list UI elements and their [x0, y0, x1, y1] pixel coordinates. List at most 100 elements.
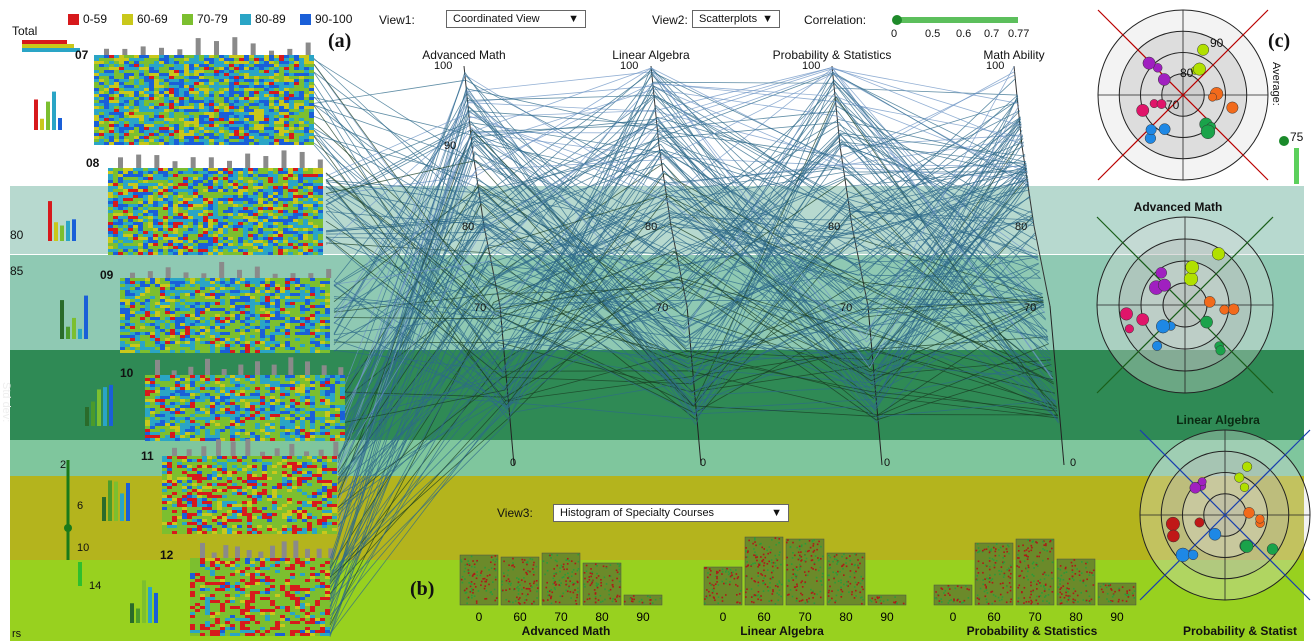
- heatmap-cell: [195, 402, 200, 405]
- heatmap-cell: [279, 106, 284, 109]
- heatmap-cell: [250, 408, 255, 411]
- heatmap-cell: [250, 429, 255, 432]
- heatmap-cell: [199, 124, 204, 127]
- heatmap-cell: [255, 350, 260, 353]
- heatmap-cell: [303, 252, 308, 255]
- heatmap-cell: [205, 290, 210, 293]
- heatmap-cell: [165, 314, 170, 317]
- heatmap-cell: [133, 180, 138, 183]
- heatmap-cell: [285, 414, 290, 417]
- heatmap-cell: [170, 332, 175, 335]
- heatmap-cell: [108, 213, 113, 216]
- heatmap-cell: [150, 320, 155, 323]
- heatmap-cell: [213, 225, 218, 228]
- heatmap-cell: [304, 103, 309, 106]
- heatmap-cell: [263, 201, 268, 204]
- heatmap-cell: [264, 76, 269, 79]
- heatmap-cell: [170, 284, 175, 287]
- heatmap-cell: [134, 100, 139, 103]
- heatmap-cell: [230, 375, 235, 378]
- heatmap-cell: [279, 136, 284, 139]
- heatmap-cell: [315, 420, 320, 423]
- heatmap-cell: [265, 435, 270, 438]
- heatmap-cell: [212, 498, 217, 501]
- heatmap-cell: [170, 338, 175, 341]
- heatmap-cell: [170, 302, 175, 305]
- heatmap-cell: [250, 423, 255, 426]
- heatmap-cell: [255, 320, 260, 323]
- heatmap-cell: [270, 317, 275, 320]
- heatmap-cell: [263, 216, 268, 219]
- heatmap-cell: [180, 293, 185, 296]
- heatmap-cell: [163, 207, 168, 210]
- heatmap-cell: [288, 234, 293, 237]
- heatmap-cell: [208, 168, 213, 171]
- heatmap-cell: [162, 513, 167, 516]
- heatmap-cell: [197, 489, 202, 492]
- heatmap-cell: [215, 350, 220, 353]
- heatmap-cell: [134, 112, 139, 115]
- heatmap-cell: [279, 61, 284, 64]
- heatmap-cell: [123, 204, 128, 207]
- heatmap-cell: [320, 432, 325, 435]
- heatmap-cell: [138, 204, 143, 207]
- heatmap-cell: [178, 171, 183, 174]
- heatmap-cell: [202, 480, 207, 483]
- heatmap-cell: [238, 198, 243, 201]
- heatmap-cell: [244, 67, 249, 70]
- heatmap-cell: [219, 121, 224, 124]
- heatmap-cell: [289, 97, 294, 100]
- heatmap-cell: [207, 474, 212, 477]
- heatmap-cell: [295, 378, 300, 381]
- heatmap-cell: [269, 109, 274, 112]
- heatmap-cell: [104, 88, 109, 91]
- heatmap-cell: [318, 204, 323, 207]
- heatmap-cell: [225, 332, 230, 335]
- heatmap-cell: [237, 483, 242, 486]
- heatmap-cell: [150, 393, 155, 396]
- heatmap-cell: [223, 252, 228, 255]
- heatmap-cell: [213, 192, 218, 195]
- heatmap-cell: [144, 97, 149, 100]
- heatmap-cell: [318, 171, 323, 174]
- heatmap-cell: [213, 180, 218, 183]
- heatmap-cell: [170, 278, 175, 281]
- heatmap-cell: [310, 390, 315, 393]
- heatmap-cell: [182, 522, 187, 525]
- heatmap-cell: [204, 76, 209, 79]
- heatmap-cell: [243, 177, 248, 180]
- heatmap-cell: [193, 201, 198, 204]
- heatmap-cell: [230, 296, 235, 299]
- heatmap-cell: [227, 495, 232, 498]
- heatmap-cell: [340, 399, 345, 402]
- heatmap-cell: [290, 408, 295, 411]
- heatmap-cell: [214, 97, 219, 100]
- heatmap-cell: [288, 225, 293, 228]
- heatmap-cell: [143, 231, 148, 234]
- heatmap-cell: [185, 390, 190, 393]
- heatmap-cell: [233, 201, 238, 204]
- heatmap-cell: [253, 180, 258, 183]
- heatmap-cell: [234, 88, 239, 91]
- heatmap-cell: [119, 109, 124, 112]
- heatmap-cell: [94, 64, 99, 67]
- heatmap-cell: [212, 462, 217, 465]
- heatmap-cell: [243, 234, 248, 237]
- heatmap-cell: [239, 85, 244, 88]
- heatmap-cell: [148, 237, 153, 240]
- heatmap-cell: [298, 192, 303, 195]
- heatmap-cell: [248, 216, 253, 219]
- heatmap-cell: [113, 198, 118, 201]
- heatmap-cell: [229, 76, 234, 79]
- heatmap-cell: [285, 320, 290, 323]
- heatmap-cell: [232, 456, 237, 459]
- heatmap-cell: [177, 516, 182, 519]
- heatmap-cell: [245, 287, 250, 290]
- heatmap-cell: [300, 332, 305, 335]
- heatmap-cell: [113, 252, 118, 255]
- heatmap-cell: [218, 234, 223, 237]
- heatmap-cell: [167, 516, 172, 519]
- heatmap-cell: [154, 85, 159, 88]
- heatmap-cell: [225, 396, 230, 399]
- heatmap-cell: [217, 495, 222, 498]
